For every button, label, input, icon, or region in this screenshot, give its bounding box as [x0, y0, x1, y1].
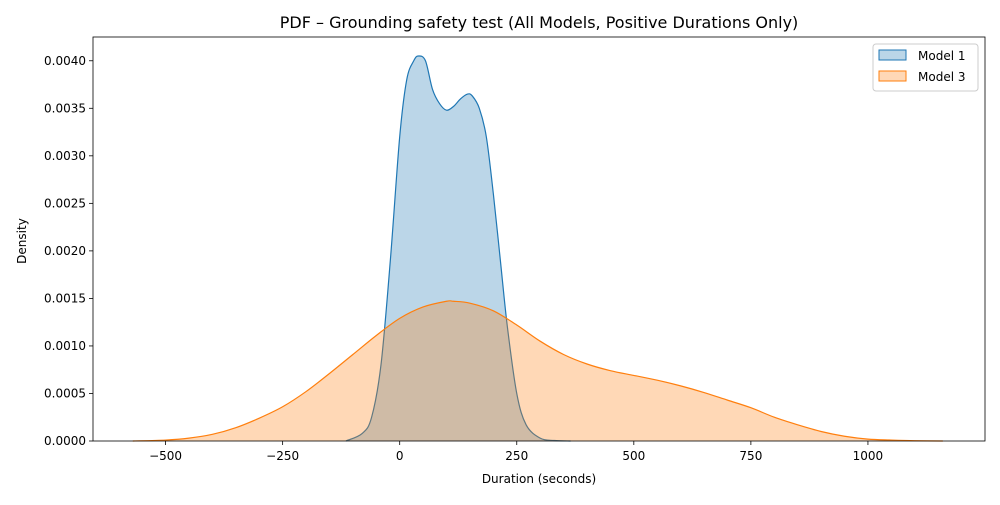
x-tick-label: 250 — [505, 449, 528, 463]
legend: Model 1 Model 3 — [872, 43, 979, 92]
y-tick-label: 0.0020 — [44, 244, 86, 258]
y-tick-label: 0.0040 — [44, 54, 86, 68]
y-axis: 0.0000 0.0005 0.0010 0.0015 0.0020 0.0025 0.00… — [44, 54, 93, 448]
legend-swatch-2 — [878, 70, 907, 82]
x-tick-label: −250 — [266, 449, 299, 463]
x-tick-label: 0 — [396, 449, 404, 463]
x-tick-label: 750 — [739, 449, 762, 463]
y-axis-label: Density — [15, 218, 29, 264]
y-tick-label: 0.0005 — [44, 386, 86, 400]
legend-label-2: Model 3 — [918, 70, 965, 84]
series-1-area — [345, 55, 571, 441]
series-1-line — [345, 55, 571, 442]
x-tick-label: −500 — [149, 449, 182, 463]
legend-frame — [872, 43, 979, 92]
y-tick-label: 0.0030 — [44, 149, 86, 163]
x-axis: −500 −250 0 250 500 750 1000 — [149, 441, 883, 463]
x-tick-label: 1000 — [853, 449, 884, 463]
y-tick-label: 0.0015 — [44, 291, 86, 305]
plot-area — [132, 55, 943, 442]
y-tick-label: 0.0010 — [44, 339, 86, 353]
x-axis-label: Duration (seconds) — [482, 472, 596, 486]
plot-frame — [92, 36, 986, 442]
x-tick-label: 500 — [622, 449, 645, 463]
chart-title: PDF – Grounding safety test (All Models,… — [280, 13, 799, 32]
legend-swatch-1 — [878, 49, 907, 61]
y-tick-label: 0.0035 — [44, 101, 86, 115]
series-2-area — [132, 300, 943, 441]
y-tick-label: 0.0000 — [44, 434, 86, 448]
y-tick-label: 0.0025 — [44, 196, 86, 210]
legend-label-1: Model 1 — [918, 49, 965, 63]
series-2-line — [132, 300, 943, 442]
